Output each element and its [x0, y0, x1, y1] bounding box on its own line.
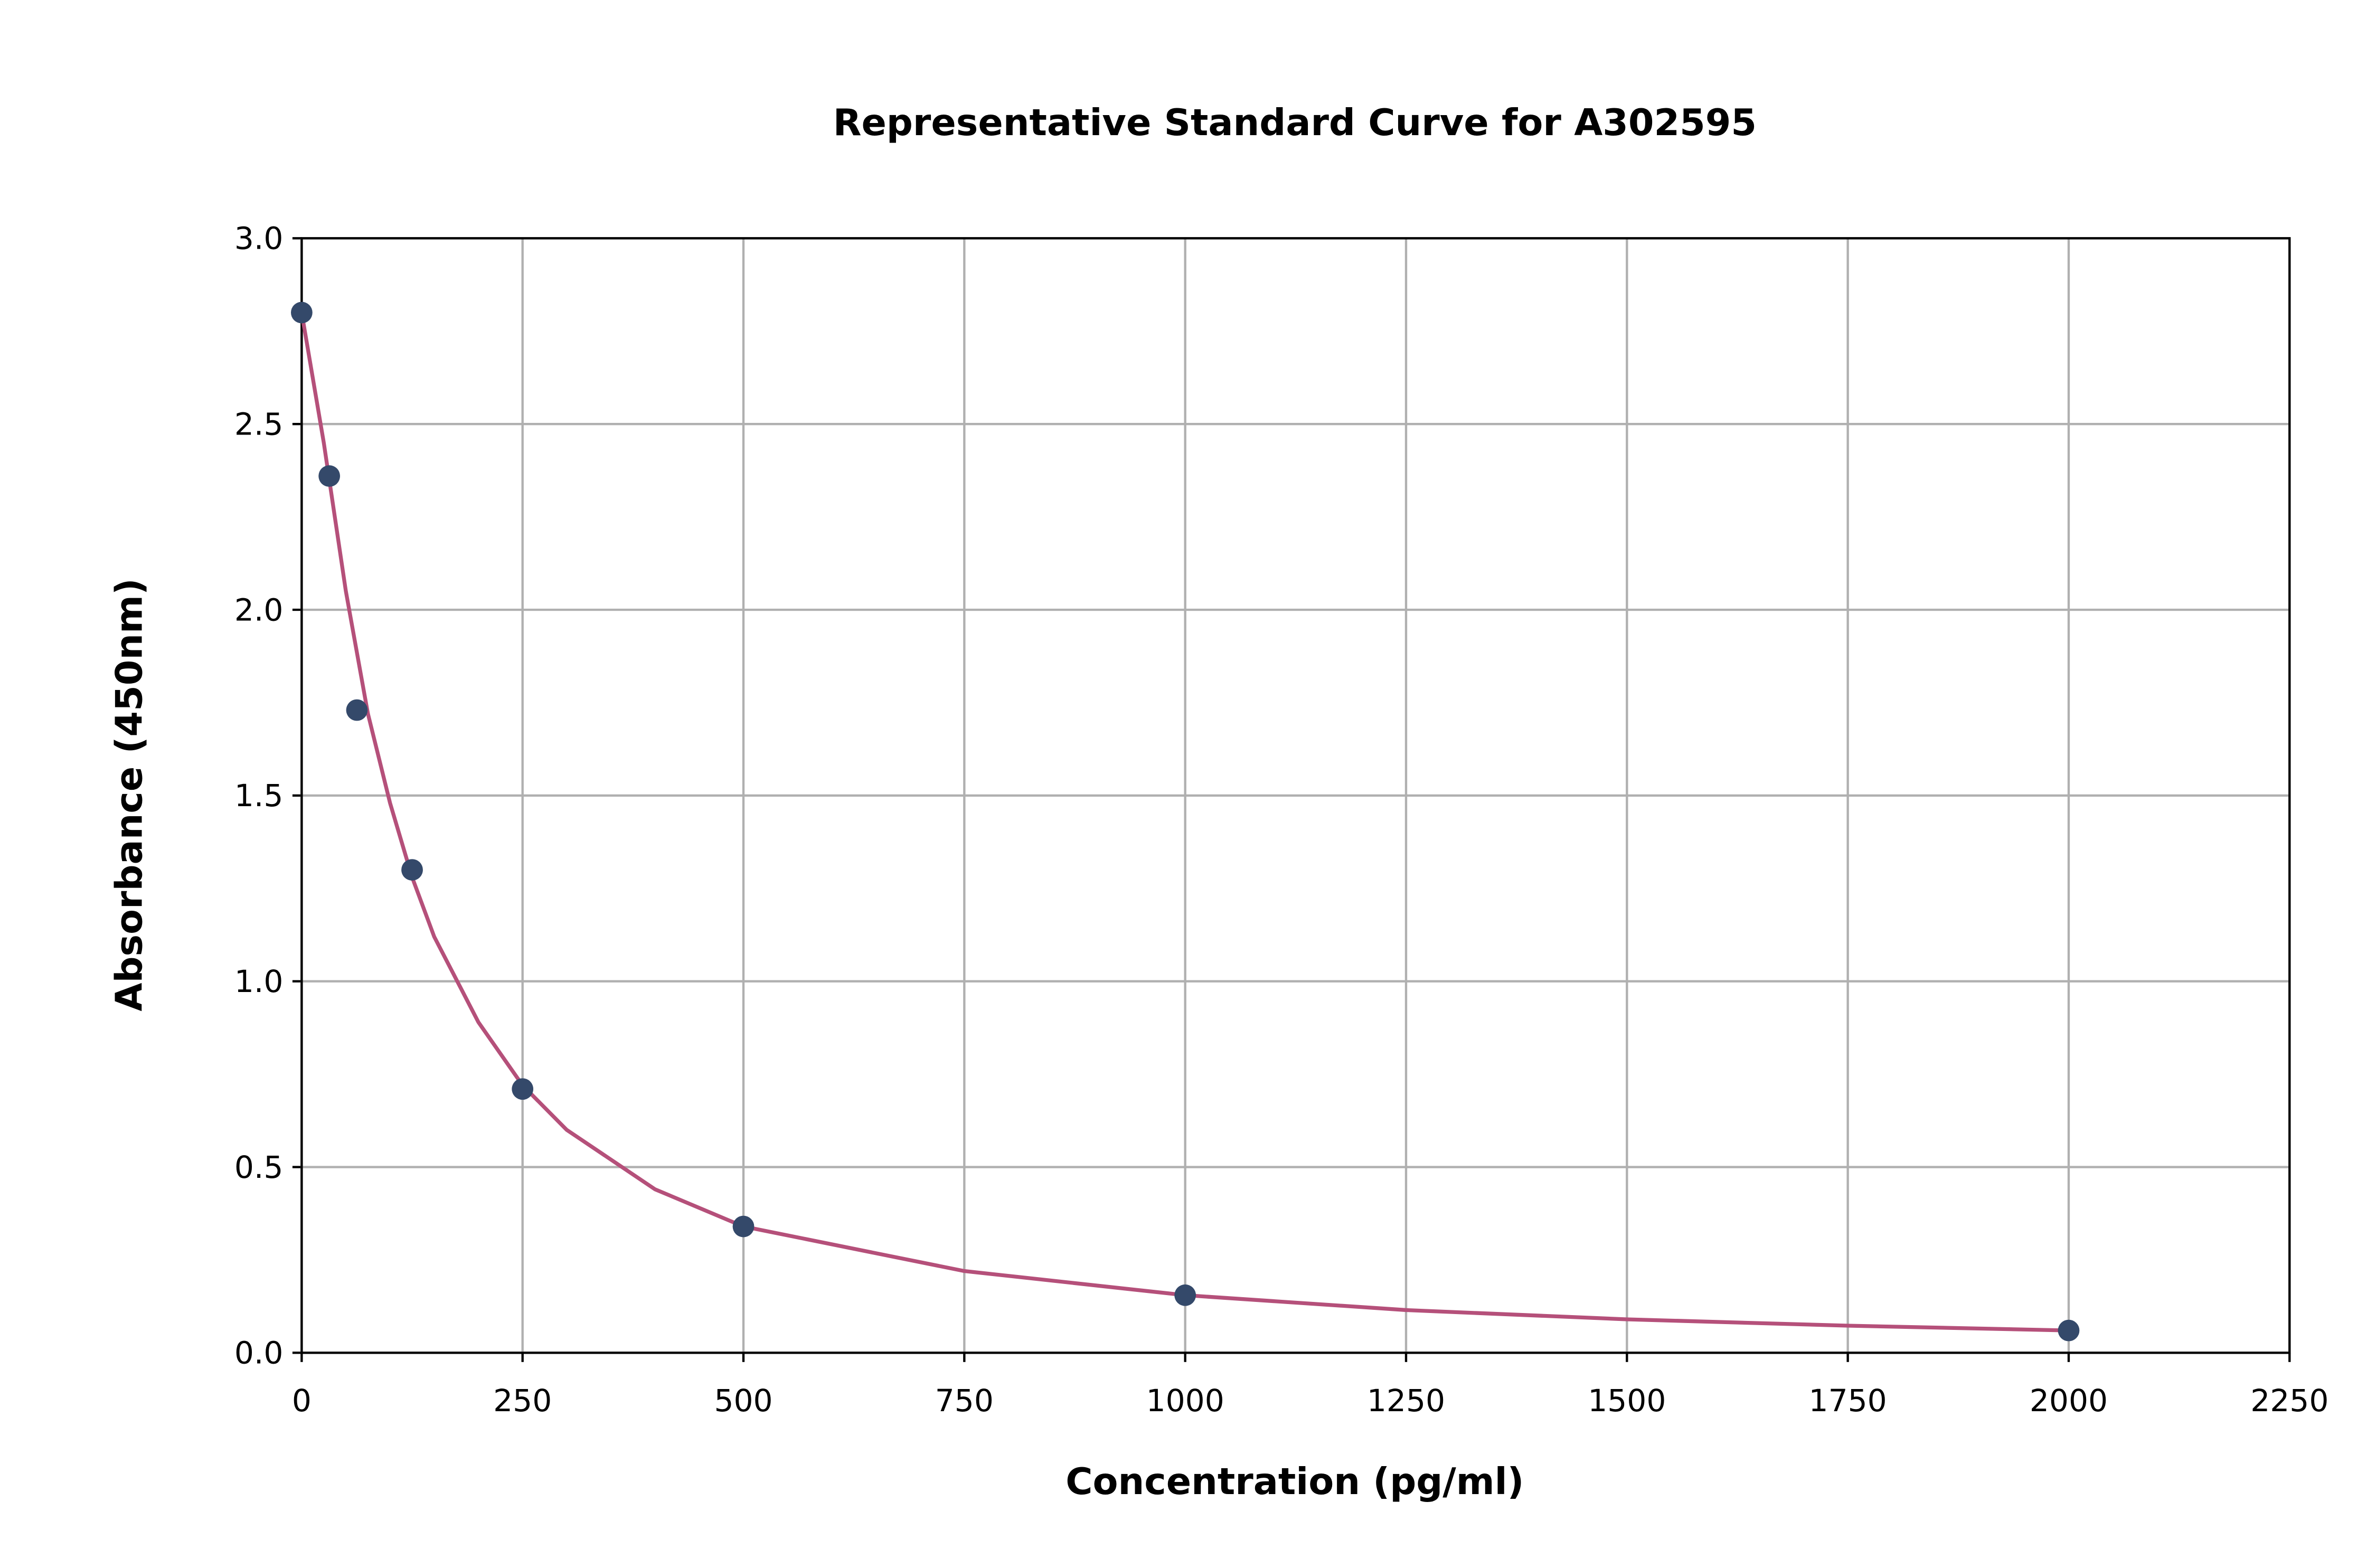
fit-curve	[299, 312, 2069, 1333]
x-tick-label: 500	[714, 1383, 772, 1419]
y-tick-label: 0.5	[234, 1149, 284, 1185]
x-tick-label: 0	[292, 1383, 312, 1419]
plot-frame	[300, 237, 2291, 1354]
x-tick-label: 1500	[1588, 1383, 1666, 1419]
x-tick-label: 1250	[1367, 1383, 1445, 1419]
data-point	[2058, 1319, 2080, 1342]
x-tick-label: 1000	[1146, 1383, 1224, 1419]
data-point	[290, 301, 313, 324]
data-point	[732, 1215, 755, 1238]
data-point	[1174, 1284, 1196, 1306]
x-tick-label: 250	[493, 1383, 552, 1419]
data-point	[401, 859, 423, 881]
x-tick-label: 2000	[2030, 1383, 2108, 1419]
y-tick-label: 1.0	[234, 964, 284, 999]
y-axis-label: Absorbance (450nm)	[108, 578, 151, 1012]
data-point	[318, 465, 341, 487]
y-tick-label: 2.0	[234, 592, 284, 628]
x-tick-label: 750	[935, 1383, 994, 1419]
chart-title: Representative Standard Curve for A30259…	[833, 101, 1757, 144]
data-point	[346, 699, 368, 721]
x-tick-label: 1750	[1809, 1383, 1887, 1419]
x-axis-label: Concentration (pg/ml)	[1066, 1460, 1524, 1503]
y-tick-label: 1.5	[234, 778, 284, 814]
data-point	[512, 1078, 534, 1100]
y-tick-label: 2.5	[234, 407, 284, 442]
plot-area: 0.0 0.5 1.0 1.5 2.0 2.5 3.0 0 250 500 750 1000 1250 1…	[234, 221, 2329, 1419]
x-tick-label: 2250	[2250, 1383, 2328, 1419]
y-tick-label: 0.0	[234, 1335, 284, 1371]
y-tick-label: 3.0	[234, 221, 284, 257]
